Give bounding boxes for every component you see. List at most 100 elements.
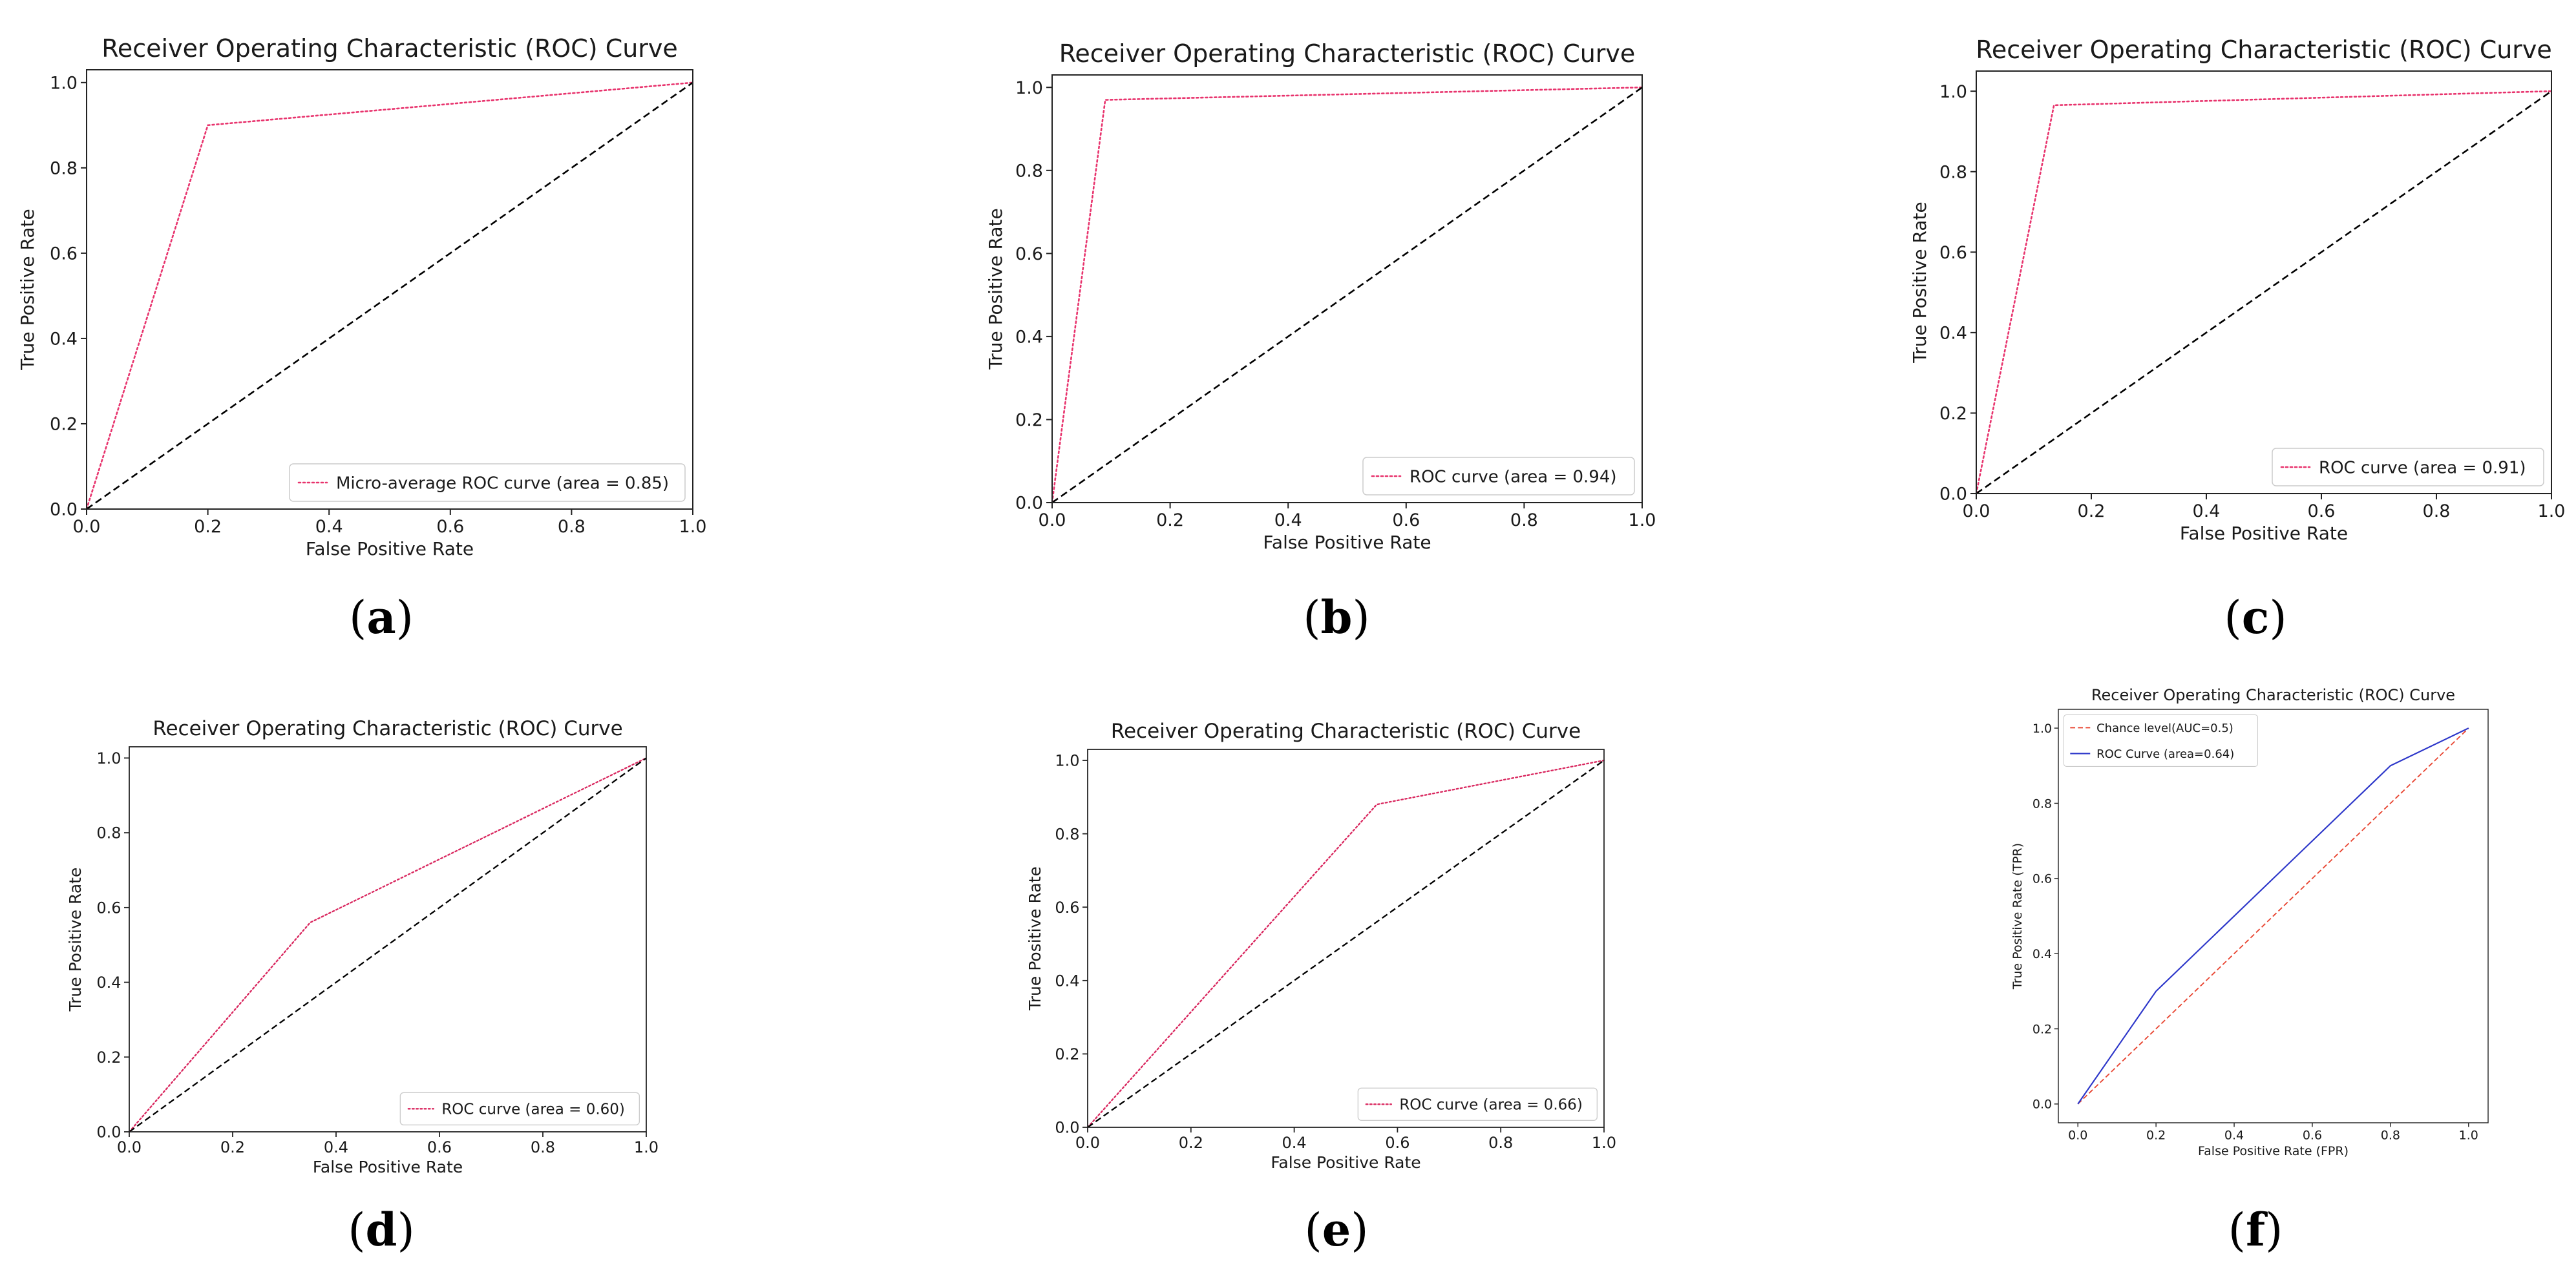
x-tick-label: 0.4 [315,517,343,537]
x-tick-label: 1.0 [1629,510,1656,530]
x-axis-ticks: 0.0 0.2 0.4 0.6 0.8 1.0 [73,509,707,537]
x-tick-label: 0.0 [1039,510,1066,530]
x-tick-label: 1.0 [1592,1134,1616,1152]
x-tick-label: 0.6 [1392,510,1420,530]
y-axis-label: True Positive Rate [17,209,38,370]
legend-entry-text: Micro-average ROC curve (area = 0.85) [336,474,669,493]
roc-panel-a: Receiver Operating Characteristic (ROC) … [17,34,706,644]
chance-diagonal-line [129,757,647,1132]
y-tick-label: 0.6 [1055,899,1079,917]
x-tick-label: 0.0 [117,1138,142,1156]
x-axis-label: False Positive Rate [306,538,474,559]
chart-title: Receiver Operating Characteristic (ROC) … [2091,686,2455,704]
chart-title: Receiver Operating Characteristic (ROC) … [1059,39,1636,68]
panel-caption: (c) [2224,590,2286,644]
legend: ROC curve (area = 0.91) [2272,448,2544,486]
y-tick-label: 1.0 [50,74,78,94]
legend-box [1357,1087,1598,1121]
x-axis-label: False Positive Rate (FPR) [2198,1144,2349,1158]
chance-diagonal-line [1051,87,1643,504]
y-axis-label: True Positive Rate [66,868,85,1012]
legend: ROC curve (area = 0.94) [1362,457,1635,495]
legend: Micro-average ROC curve (area = 0.85) [289,463,686,502]
legend-entry-text: ROC curve (area = 0.94) [1409,467,1617,486]
x-axis-ticks: 0.0 0.2 0.4 0.6 0.8 1.0 [1075,1127,1616,1152]
x-axis-ticks: 0.0 0.2 0.4 0.6 0.8 1.0 [1039,503,1656,530]
x-tick-label: 0.0 [2068,1128,2087,1142]
panel-caption: (a) [349,590,414,644]
x-tick-label: 0.0 [73,517,101,537]
x-tick-label: 1.0 [679,517,707,537]
x-tick-label: 0.6 [1385,1134,1409,1152]
chart-title: Receiver Operating Characteristic (ROC) … [153,717,622,740]
x-tick-label: 0.2 [220,1138,245,1156]
x-tick-label: 0.4 [1282,1134,1307,1152]
y-axis-ticks: 0.0 0.2 0.4 0.6 0.8 1.0 [50,74,87,520]
y-tick-label: 0.0 [50,500,78,520]
plot-frame [129,746,647,1132]
chart-title: Receiver Operating Characteristic (ROC) … [1976,36,2552,64]
y-tick-label: 0.4 [1939,324,1967,344]
x-tick-label: 1.0 [2459,1128,2478,1142]
y-axis-label: True Positive Rate (TPR) [2011,843,2025,990]
y-tick-label: 0.8 [96,824,121,842]
y-tick-label: 0.8 [1015,162,1043,182]
x-tick-label: 0.0 [1963,501,1990,521]
plot-frame [2058,709,2489,1123]
y-tick-label: 0.4 [50,329,78,349]
panel-caption: (e) [1304,1203,1368,1257]
y-tick-label: 0.6 [1015,244,1043,264]
legend-box [289,463,686,502]
x-tick-label: 0.8 [531,1138,555,1156]
series-line-1 [1051,87,1643,504]
series-group [1051,87,1643,504]
plot-frame [1087,749,1605,1128]
y-tick-label: 0.8 [1939,162,1967,182]
y-axis-label: True Positive Rate [985,208,1006,370]
chart-title: Receiver Operating Characteristic (ROC) … [101,34,678,63]
y-tick-label: 1.0 [2032,722,2052,736]
x-tick-label: 0.6 [2303,1128,2322,1142]
legend-entry-text: Chance level(AUC=0.5) [2096,722,2233,735]
legend-entry-text: ROC curve (area = 0.66) [1399,1097,1583,1114]
roc-panel-c: Receiver Operating Characteristic (ROC) … [1909,36,2565,644]
series-line-1 [2077,727,2469,1105]
y-axis-label: True Positive Rate [1026,866,1044,1011]
y-tick-label: 0.4 [1015,328,1043,348]
legend-entry-text: ROC Curve (area=0.64) [2096,747,2234,761]
y-axis-ticks: 0.0 0.2 0.4 0.6 0.8 1.0 [1939,82,1976,505]
chart-title: Receiver Operating Characteristic (ROC) … [1111,720,1581,743]
y-tick-label: 0.2 [2032,1022,2052,1036]
x-axis-label: False Positive Rate [2180,523,2348,544]
series-group [85,81,694,510]
legend-entry-text: ROC curve (area = 0.91) [2319,458,2526,477]
roc-panel-f: Receiver Operating Characteristic (ROC) … [2011,686,2489,1257]
y-tick-label: 0.0 [1055,1119,1079,1137]
y-tick-label: 0.2 [50,415,78,435]
x-tick-label: 0.2 [2146,1128,2166,1142]
y-tick-label: 0.2 [96,1048,121,1067]
series-line-1 [1086,759,1605,1129]
x-tick-label: 0.4 [2224,1128,2244,1142]
chance-diagonal-line [86,81,693,510]
x-tick-label: 0.2 [1179,1134,1203,1152]
legend: ROC curve (area = 0.60) [399,1092,640,1126]
x-tick-label: 0.8 [1488,1134,1513,1152]
x-tick-label: 0.6 [427,1138,452,1156]
panel-caption: (b) [1303,590,1370,644]
roc-panel-d: Receiver Operating Characteristic (ROC) … [66,717,659,1257]
plot-frame [1051,74,1643,503]
legend-box [399,1092,640,1126]
y-tick-label: 1.0 [1015,78,1043,98]
y-axis-label: True Positive Rate [1909,202,1930,363]
legend-box [2063,714,2258,767]
x-axis-ticks: 0.0 0.2 0.4 0.6 0.8 1.0 [1963,494,2565,521]
legend-entry-text: ROC curve (area = 0.60) [441,1101,625,1118]
y-tick-label: 1.0 [1939,82,1967,102]
series-group [128,757,648,1133]
chance-diagonal-line [1976,90,2552,495]
y-tick-label: 0.6 [1939,243,1967,263]
y-tick-label: 0.6 [2032,872,2052,886]
legend-box [2272,448,2544,486]
